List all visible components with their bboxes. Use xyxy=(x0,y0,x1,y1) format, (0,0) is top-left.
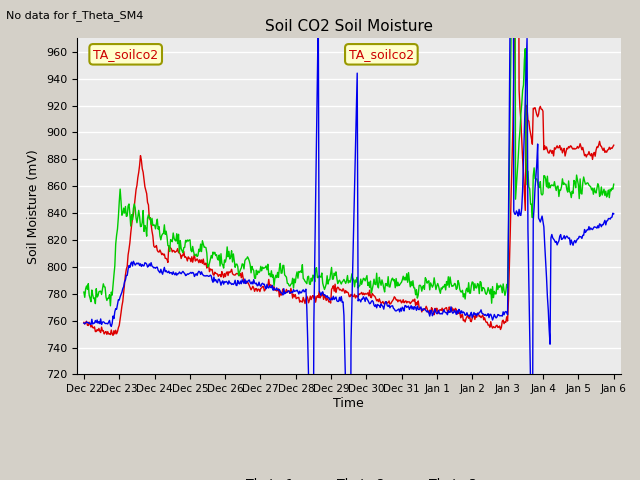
Y-axis label: Soil Moisture (mV): Soil Moisture (mV) xyxy=(28,149,40,264)
Text: TA_soilco2: TA_soilco2 xyxy=(349,48,414,61)
Legend: Theta 1, Theta 2, Theta 3: Theta 1, Theta 2, Theta 3 xyxy=(216,473,482,480)
X-axis label: Time: Time xyxy=(333,397,364,410)
Text: TA_soilco2: TA_soilco2 xyxy=(93,48,158,61)
Text: No data for f_Theta_SM4: No data for f_Theta_SM4 xyxy=(6,10,144,21)
Title: Soil CO2 Soil Moisture: Soil CO2 Soil Moisture xyxy=(265,20,433,35)
